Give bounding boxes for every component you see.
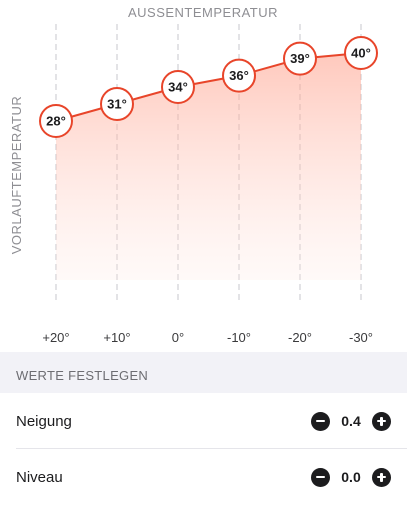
point-label: 34° (168, 80, 188, 95)
x-tick-label: -30° (349, 330, 373, 345)
curve-area-fill (56, 53, 361, 280)
neigung-plus-icon[interactable] (372, 411, 391, 431)
neigung-minus-icon[interactable] (311, 411, 330, 431)
neigung-row: Neigung 0.4 (0, 393, 407, 449)
neigung-stepper: 0.4 (311, 411, 391, 431)
x-axis-title: AUSSENTEMPERATUR (128, 5, 278, 20)
section-title: WERTE FESTLEGEN (16, 367, 149, 383)
curve-point[interactable]: 31° (100, 87, 134, 121)
curve-point[interactable]: 34° (161, 70, 195, 104)
row-divider (16, 448, 407, 449)
x-tick-label: +10° (103, 330, 130, 345)
niveau-stepper: 0.0 (311, 467, 391, 487)
neigung-label: Neigung (16, 412, 72, 430)
curve-point[interactable]: 39° (283, 41, 317, 76)
niveau-row: Niveau 0.0 (0, 449, 407, 505)
y-axis-title: VORLAUFTEMPERATUR (9, 96, 24, 255)
point-label: 28° (46, 114, 66, 129)
x-tick-label: 0° (172, 330, 184, 345)
x-tick-label: -20° (288, 330, 312, 345)
curve-point[interactable]: 28° (39, 104, 73, 138)
niveau-value: 0.0 (341, 469, 361, 485)
heating-curve-svg: AUSSENTEMPERATUR VORLAUFTEMPERATUR 28° 31… (9, 5, 378, 345)
curve-point[interactable]: 40° (344, 36, 378, 70)
heating-curve-chart: AUSSENTEMPERATUR VORLAUFTEMPERATUR 28° 31… (9, 5, 378, 345)
niveau-label: Niveau (16, 468, 63, 486)
x-tick-label: +20° (42, 330, 69, 345)
niveau-minus-icon[interactable] (311, 467, 330, 487)
point-label: 40° (351, 46, 371, 61)
neigung-value: 0.4 (341, 413, 361, 429)
point-label: 36° (229, 68, 249, 83)
point-label: 31° (107, 97, 127, 112)
x-tick-label: -10° (227, 330, 251, 345)
curve-point[interactable]: 36° (222, 58, 256, 93)
point-label: 39° (290, 51, 310, 66)
niveau-plus-icon[interactable] (372, 467, 391, 487)
section-header: WERTE FESTLEGEN (0, 352, 407, 398)
